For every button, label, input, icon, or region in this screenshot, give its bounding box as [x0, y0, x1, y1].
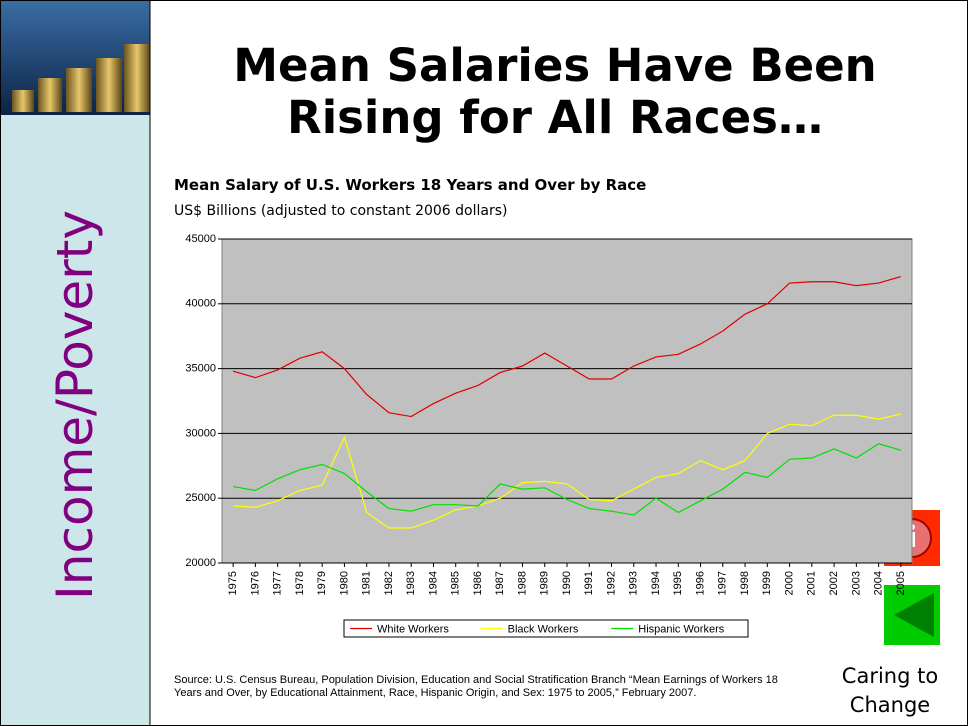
x-tick-label: 1992 — [605, 571, 617, 595]
x-tick-label: 1980 — [338, 571, 350, 595]
y-tick-label: 30000 — [185, 427, 216, 439]
y-tick-label: 25000 — [185, 492, 216, 504]
x-tick-label: 1985 — [450, 571, 462, 595]
x-tick-label: 2002 — [828, 571, 840, 595]
plot-area — [221, 238, 913, 564]
x-tick-label: 2004 — [873, 571, 885, 595]
y-tick-label: 40000 — [185, 298, 216, 310]
x-tick-label: 1987 — [494, 571, 506, 595]
x-tick-label: 2000 — [783, 571, 795, 595]
x-tick-label: 1996 — [694, 571, 706, 595]
x-tick-label: 1995 — [672, 571, 684, 595]
x-tick-label: 1983 — [405, 571, 417, 595]
chart-title: Mean Salary of U.S. Workers 18 Years and… — [174, 176, 647, 194]
chart-subtitle: US$ Billions (adjusted to constant 2006 … — [174, 203, 508, 219]
x-tick-label: 1977 — [272, 571, 284, 595]
footer-label: Caring to Change — [841, 664, 939, 717]
legend-box — [343, 619, 749, 638]
x-tick-label: 2005 — [895, 571, 907, 595]
x-tick-label: 1990 — [561, 571, 573, 595]
sidebar — [0, 0, 150, 726]
legend-label: White Workers — [377, 623, 449, 635]
x-tick-label: 1999 — [761, 571, 773, 595]
x-tick-label: 1993 — [628, 571, 640, 595]
x-tick-label: 1975 — [227, 571, 239, 595]
coin-stacks — [12, 44, 150, 112]
x-tick-label: 1976 — [249, 571, 261, 595]
x-tick-label: 1988 — [516, 571, 528, 595]
legend-label: Hispanic Workers — [638, 623, 724, 635]
x-tick-label: 1978 — [294, 571, 306, 595]
x-tick-label: 1984 — [427, 571, 439, 595]
x-tick-label: 1979 — [316, 571, 328, 595]
x-tick-label: 1982 — [383, 571, 395, 595]
y-tick-label: 20000 — [185, 557, 216, 569]
source-note: Source: U.S. Census Bureau, Population D… — [174, 674, 778, 699]
x-tick-label: 2003 — [850, 571, 862, 595]
y-tick-label: 45000 — [185, 233, 216, 245]
back-button[interactable] — [884, 585, 940, 645]
x-tick-label: 1998 — [739, 571, 751, 595]
x-tick-label: 2001 — [806, 571, 818, 595]
slide-title: Mean Salaries Have Been Rising for All R… — [233, 39, 877, 144]
series-line — [233, 413, 902, 529]
x-tick-label: 1997 — [717, 571, 729, 595]
sidebar-label: Income/Poverty — [46, 210, 104, 600]
legend-label: Black Workers — [508, 623, 579, 635]
x-tick-label: 1994 — [650, 571, 662, 595]
x-tick-label: 1991 — [583, 571, 595, 595]
y-tick-label: 35000 — [185, 363, 216, 375]
series-line — [233, 443, 902, 516]
series-line — [232, 276, 902, 418]
x-tick-label: 1989 — [539, 571, 551, 595]
x-tick-label: 1981 — [361, 571, 373, 595]
x-tick-label: 1986 — [472, 571, 484, 595]
